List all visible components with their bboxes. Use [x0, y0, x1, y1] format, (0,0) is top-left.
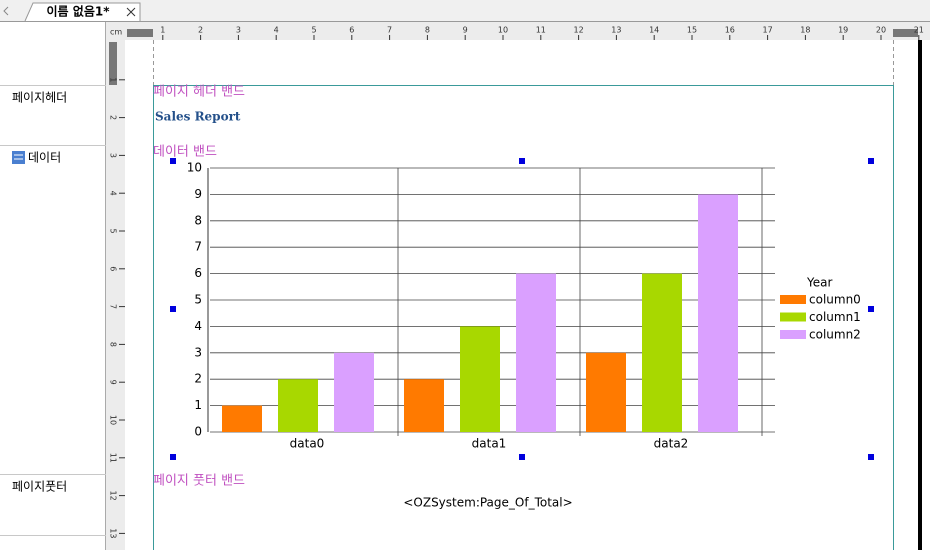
y-tick-label: 3	[194, 345, 202, 359]
ruler-number: 20	[876, 26, 886, 35]
legend-label: column1	[809, 310, 861, 324]
x-tick-label: data2	[654, 437, 689, 451]
ruler-number: 7	[387, 26, 392, 35]
ruler-number: 6	[349, 26, 354, 35]
y-tick-label: 7	[194, 240, 202, 254]
ruler-number: 9	[463, 26, 468, 35]
ruler-number: 11	[109, 453, 118, 463]
left-ruler	[106, 40, 125, 550]
ruler-number: 3	[109, 153, 118, 158]
ruler-margin	[893, 29, 918, 37]
tab-bar	[0, 0, 930, 22]
selection-handles[interactable]	[170, 158, 874, 460]
ruler-number: 14	[649, 26, 659, 35]
ruler-number: 10	[109, 415, 118, 425]
ruler-number: 7	[109, 304, 118, 309]
ruler-number: 21	[914, 26, 924, 35]
ruler-number: 19	[838, 26, 848, 35]
ruler-number: 6	[109, 266, 118, 271]
y-tick-label: 5	[194, 293, 202, 307]
ruler-number: 1	[160, 26, 165, 35]
bar	[334, 352, 374, 432]
ruler-number: 12	[574, 26, 584, 35]
ruler-number: 5	[109, 228, 118, 233]
band-name[interactable]: 데이터	[28, 151, 61, 165]
y-tick-label: 0	[194, 425, 202, 439]
band-frame	[153, 85, 894, 554]
ruler-number: 2	[198, 26, 203, 35]
footer-field[interactable]: <OZSystem:Page_Of_Total>	[403, 496, 572, 510]
bar	[222, 405, 262, 432]
ruler-unit: cm	[110, 28, 122, 37]
ruler-number: 2	[109, 115, 118, 120]
ruler-number: 13	[611, 26, 621, 35]
y-tick-label: 8	[194, 213, 202, 227]
top-ruler	[106, 22, 930, 40]
ruler-number: 13	[109, 528, 118, 538]
bar	[698, 194, 738, 432]
ruler-number: 3	[236, 26, 241, 35]
legend-swatch	[780, 295, 806, 304]
bar	[586, 352, 626, 432]
bar	[516, 273, 556, 432]
ruler-number: 17	[763, 26, 773, 35]
ruler-number: 1	[109, 77, 118, 82]
y-tick-label: 1	[194, 398, 202, 412]
ruler-number: 12	[109, 491, 118, 501]
ruler-number: 8	[425, 26, 430, 35]
legend-label: column2	[809, 328, 861, 342]
ruler-margin	[109, 42, 117, 85]
data-band-icon-lines	[14, 154, 23, 160]
ruler-number: 10	[498, 26, 508, 35]
bar	[642, 273, 682, 432]
x-tick-label: data0	[290, 437, 325, 451]
bar	[404, 379, 444, 432]
bar	[460, 326, 500, 432]
bar	[278, 379, 318, 432]
legend-swatch	[780, 330, 806, 339]
ruler-margin	[127, 29, 153, 37]
tab-close[interactable]	[126, 7, 136, 17]
ruler-number: 4	[274, 26, 279, 35]
ruler-number: 11	[536, 26, 546, 35]
y-tick-label: 4	[194, 319, 202, 333]
ruler-number: 18	[800, 26, 810, 35]
ruler-number: 16	[725, 26, 735, 35]
band-name[interactable]: 페이지헤더	[12, 91, 67, 105]
ruler-number: 9	[109, 380, 118, 385]
band-panel	[0, 22, 105, 550]
ruler-number: 15	[687, 26, 697, 35]
band-title: 데이터 밴드	[153, 145, 217, 160]
band-title: 페이지 풋터 밴드	[153, 474, 245, 489]
x-tick-label: data1	[472, 437, 507, 451]
ruler-number: 5	[311, 26, 316, 35]
legend-title: Year	[806, 276, 832, 290]
tab-title[interactable]: 이름 없음1*	[47, 4, 111, 19]
report-title[interactable]: Sales Report	[155, 110, 241, 124]
tab[interactable]	[24, 2, 141, 22]
page-edge	[918, 40, 922, 550]
ruler-number: 8	[109, 342, 118, 347]
legend-label: column0	[809, 293, 861, 307]
chart[interactable]: 0 1 2 3 4 5 6 7 8 9 10 data0 data1 data2 Year column0 co…	[187, 161, 861, 451]
y-tick-label: 9	[194, 187, 202, 201]
ruler-number: 4	[109, 191, 118, 196]
tab-scroll[interactable]	[3, 6, 9, 16]
data-band-icon	[12, 151, 25, 164]
legend-swatch	[780, 312, 806, 322]
y-tick-label: 6	[194, 266, 202, 280]
band-title: 페이지 헤더 밴드	[153, 85, 245, 100]
y-tick-label: 2	[194, 372, 202, 386]
y-tick-label: 10	[187, 161, 202, 175]
band-name[interactable]: 페이지풋터	[12, 480, 67, 494]
